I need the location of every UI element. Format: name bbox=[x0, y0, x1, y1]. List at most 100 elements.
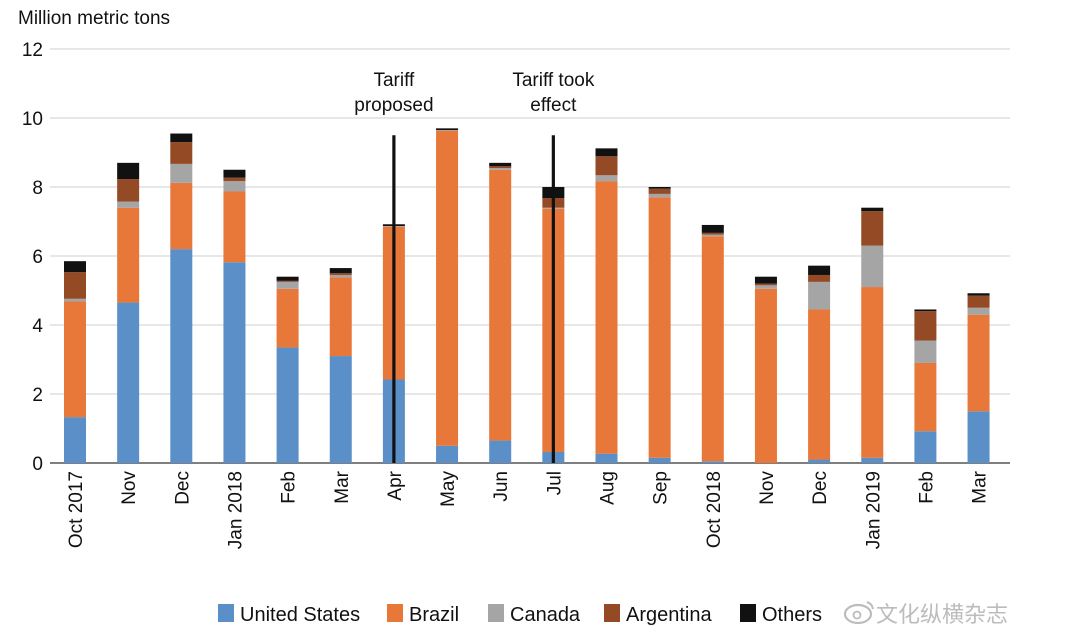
bar-brazil bbox=[329, 277, 352, 357]
bar-argentina bbox=[861, 211, 884, 246]
x-tick-label: Jun bbox=[491, 471, 512, 502]
bar-united-states bbox=[170, 249, 193, 463]
x-tick-label: Dec bbox=[810, 471, 831, 505]
bar-united-states bbox=[808, 459, 831, 463]
bar-brazil bbox=[701, 236, 724, 462]
bar-argentina bbox=[329, 273, 352, 275]
bar-canada bbox=[489, 168, 512, 170]
bar-argentina bbox=[170, 142, 193, 164]
bar-brazil bbox=[64, 301, 86, 418]
bar-brazil bbox=[595, 181, 618, 454]
bar-stack bbox=[223, 169, 246, 463]
bar-united-states bbox=[701, 461, 724, 463]
bar-stack bbox=[701, 224, 724, 463]
bar-others bbox=[489, 162, 512, 167]
bar-others bbox=[170, 133, 193, 143]
legend-label: United States bbox=[240, 604, 360, 626]
annotation-label: Tariff bbox=[373, 70, 415, 91]
gridlines bbox=[50, 48, 1010, 464]
bar-united-states bbox=[64, 417, 86, 463]
bar-brazil bbox=[754, 288, 777, 463]
y-tick-label: 12 bbox=[22, 40, 43, 61]
annotation-label: proposed bbox=[354, 95, 433, 116]
bar-stack bbox=[64, 261, 86, 463]
bar-stack bbox=[276, 276, 299, 463]
bar-canada bbox=[701, 234, 724, 237]
bar-stack bbox=[808, 265, 831, 463]
x-tick-label: Feb bbox=[916, 471, 937, 504]
bar-canada bbox=[64, 298, 86, 302]
bar-brazil bbox=[648, 197, 671, 458]
x-tick-label: Sep bbox=[651, 471, 672, 505]
x-tick-label: Aug bbox=[598, 471, 619, 505]
bar-canada bbox=[595, 175, 618, 182]
bar-stack bbox=[117, 162, 140, 463]
bar-canada bbox=[648, 193, 671, 198]
bar-brazil bbox=[117, 207, 140, 303]
bar-argentina bbox=[595, 156, 618, 176]
bar-stack bbox=[861, 207, 884, 463]
x-tick-label: Oct 2017 bbox=[66, 471, 87, 548]
legend-item: Brazil bbox=[387, 604, 459, 626]
bar-others bbox=[701, 224, 724, 233]
bar-others bbox=[648, 187, 671, 189]
legend-swatch bbox=[604, 604, 620, 622]
bar-canada bbox=[436, 130, 459, 131]
bar-canada bbox=[754, 285, 777, 289]
annotations: Tariff proposed Tariff took effect bbox=[354, 70, 595, 463]
bar-stack bbox=[967, 293, 990, 463]
bar-others bbox=[861, 207, 884, 212]
x-tick-label: Feb bbox=[279, 471, 300, 504]
legend-item: Others bbox=[740, 604, 822, 626]
bar-others bbox=[967, 293, 990, 296]
legend-label: Argentina bbox=[626, 604, 712, 626]
bar-canada bbox=[861, 245, 884, 288]
watermark: 文化纵横杂志 bbox=[843, 601, 1008, 628]
bars bbox=[64, 128, 990, 463]
x-tick-label: Mar bbox=[970, 470, 991, 503]
bar-canada bbox=[808, 281, 831, 310]
bar-others bbox=[914, 309, 937, 312]
bar-argentina bbox=[223, 177, 246, 182]
annotation-label: Tariff took bbox=[512, 70, 595, 91]
y-tick-labels: 0 2 4 6 8 10 12 bbox=[22, 40, 44, 475]
y-tick-label: 0 bbox=[32, 454, 43, 475]
bar-argentina bbox=[914, 311, 937, 341]
bar-united-states bbox=[861, 457, 884, 463]
bar-canada bbox=[914, 340, 937, 363]
bar-others bbox=[276, 276, 299, 281]
bar-united-states bbox=[276, 347, 299, 463]
bar-united-states bbox=[489, 440, 512, 463]
legend-swatch bbox=[387, 604, 403, 622]
bar-brazil bbox=[489, 169, 512, 441]
watermark-text: 文化纵横杂志 bbox=[876, 603, 1008, 628]
x-tick-label: Jan 2018 bbox=[225, 471, 246, 549]
x-tick-label: Apr bbox=[385, 470, 406, 500]
bar-argentina bbox=[808, 274, 831, 282]
bar-canada bbox=[967, 307, 990, 315]
bar-stack bbox=[754, 276, 777, 463]
bar-brazil bbox=[276, 288, 299, 348]
bar-others bbox=[595, 148, 618, 157]
bar-canada bbox=[117, 201, 140, 208]
bar-stack bbox=[329, 268, 352, 463]
bar-argentina bbox=[967, 295, 990, 308]
bar-others bbox=[117, 162, 140, 180]
y-tick-label: 6 bbox=[32, 247, 43, 268]
legend-item: United States bbox=[218, 604, 360, 626]
bar-argentina bbox=[117, 179, 140, 202]
bar-canada bbox=[223, 181, 246, 192]
bar-brazil bbox=[861, 287, 884, 458]
x-tick-label: Nov bbox=[757, 471, 778, 505]
legend-swatch bbox=[740, 604, 756, 622]
bar-brazil bbox=[223, 191, 246, 263]
bar-brazil bbox=[170, 182, 193, 250]
bar-united-states bbox=[223, 262, 246, 463]
bar-brazil bbox=[914, 362, 937, 432]
y-tick-label: 10 bbox=[22, 109, 43, 130]
bar-argentina bbox=[64, 272, 86, 299]
legend-label: Canada bbox=[510, 604, 581, 626]
bar-others bbox=[64, 261, 86, 273]
bar-stack bbox=[648, 187, 671, 463]
bar-stack bbox=[436, 128, 459, 463]
